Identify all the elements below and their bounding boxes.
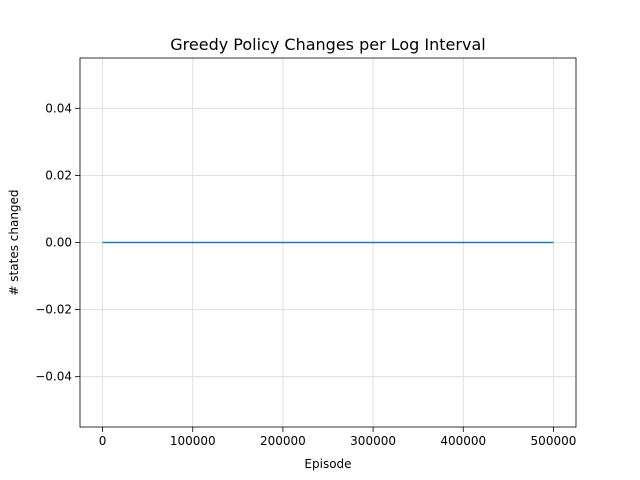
x-tick-label: 300000 — [350, 434, 396, 448]
y-tick-label: 0.00 — [45, 236, 72, 250]
y-axis-ticks: −0.04 −0.02 0.00 0.02 0.04 — [35, 101, 80, 384]
chart-title: Greedy Policy Changes per Log Interval — [170, 35, 485, 54]
y-tick-label: 0.04 — [45, 101, 72, 115]
x-tick-label: 400000 — [440, 434, 486, 448]
x-axis-label: Episode — [304, 457, 351, 471]
x-tick-label: 500000 — [531, 434, 577, 448]
x-axis-ticks: 0 100000 200000 300000 400000 500000 — [99, 427, 577, 448]
y-axis-label: # states changed — [7, 189, 21, 295]
x-tick-label: 0 — [99, 434, 107, 448]
y-tick-label: −0.02 — [35, 303, 72, 317]
x-tick-label: 100000 — [170, 434, 216, 448]
y-tick-label: −0.04 — [35, 370, 72, 384]
y-tick-label: 0.02 — [45, 168, 72, 182]
x-tick-label: 200000 — [260, 434, 306, 448]
